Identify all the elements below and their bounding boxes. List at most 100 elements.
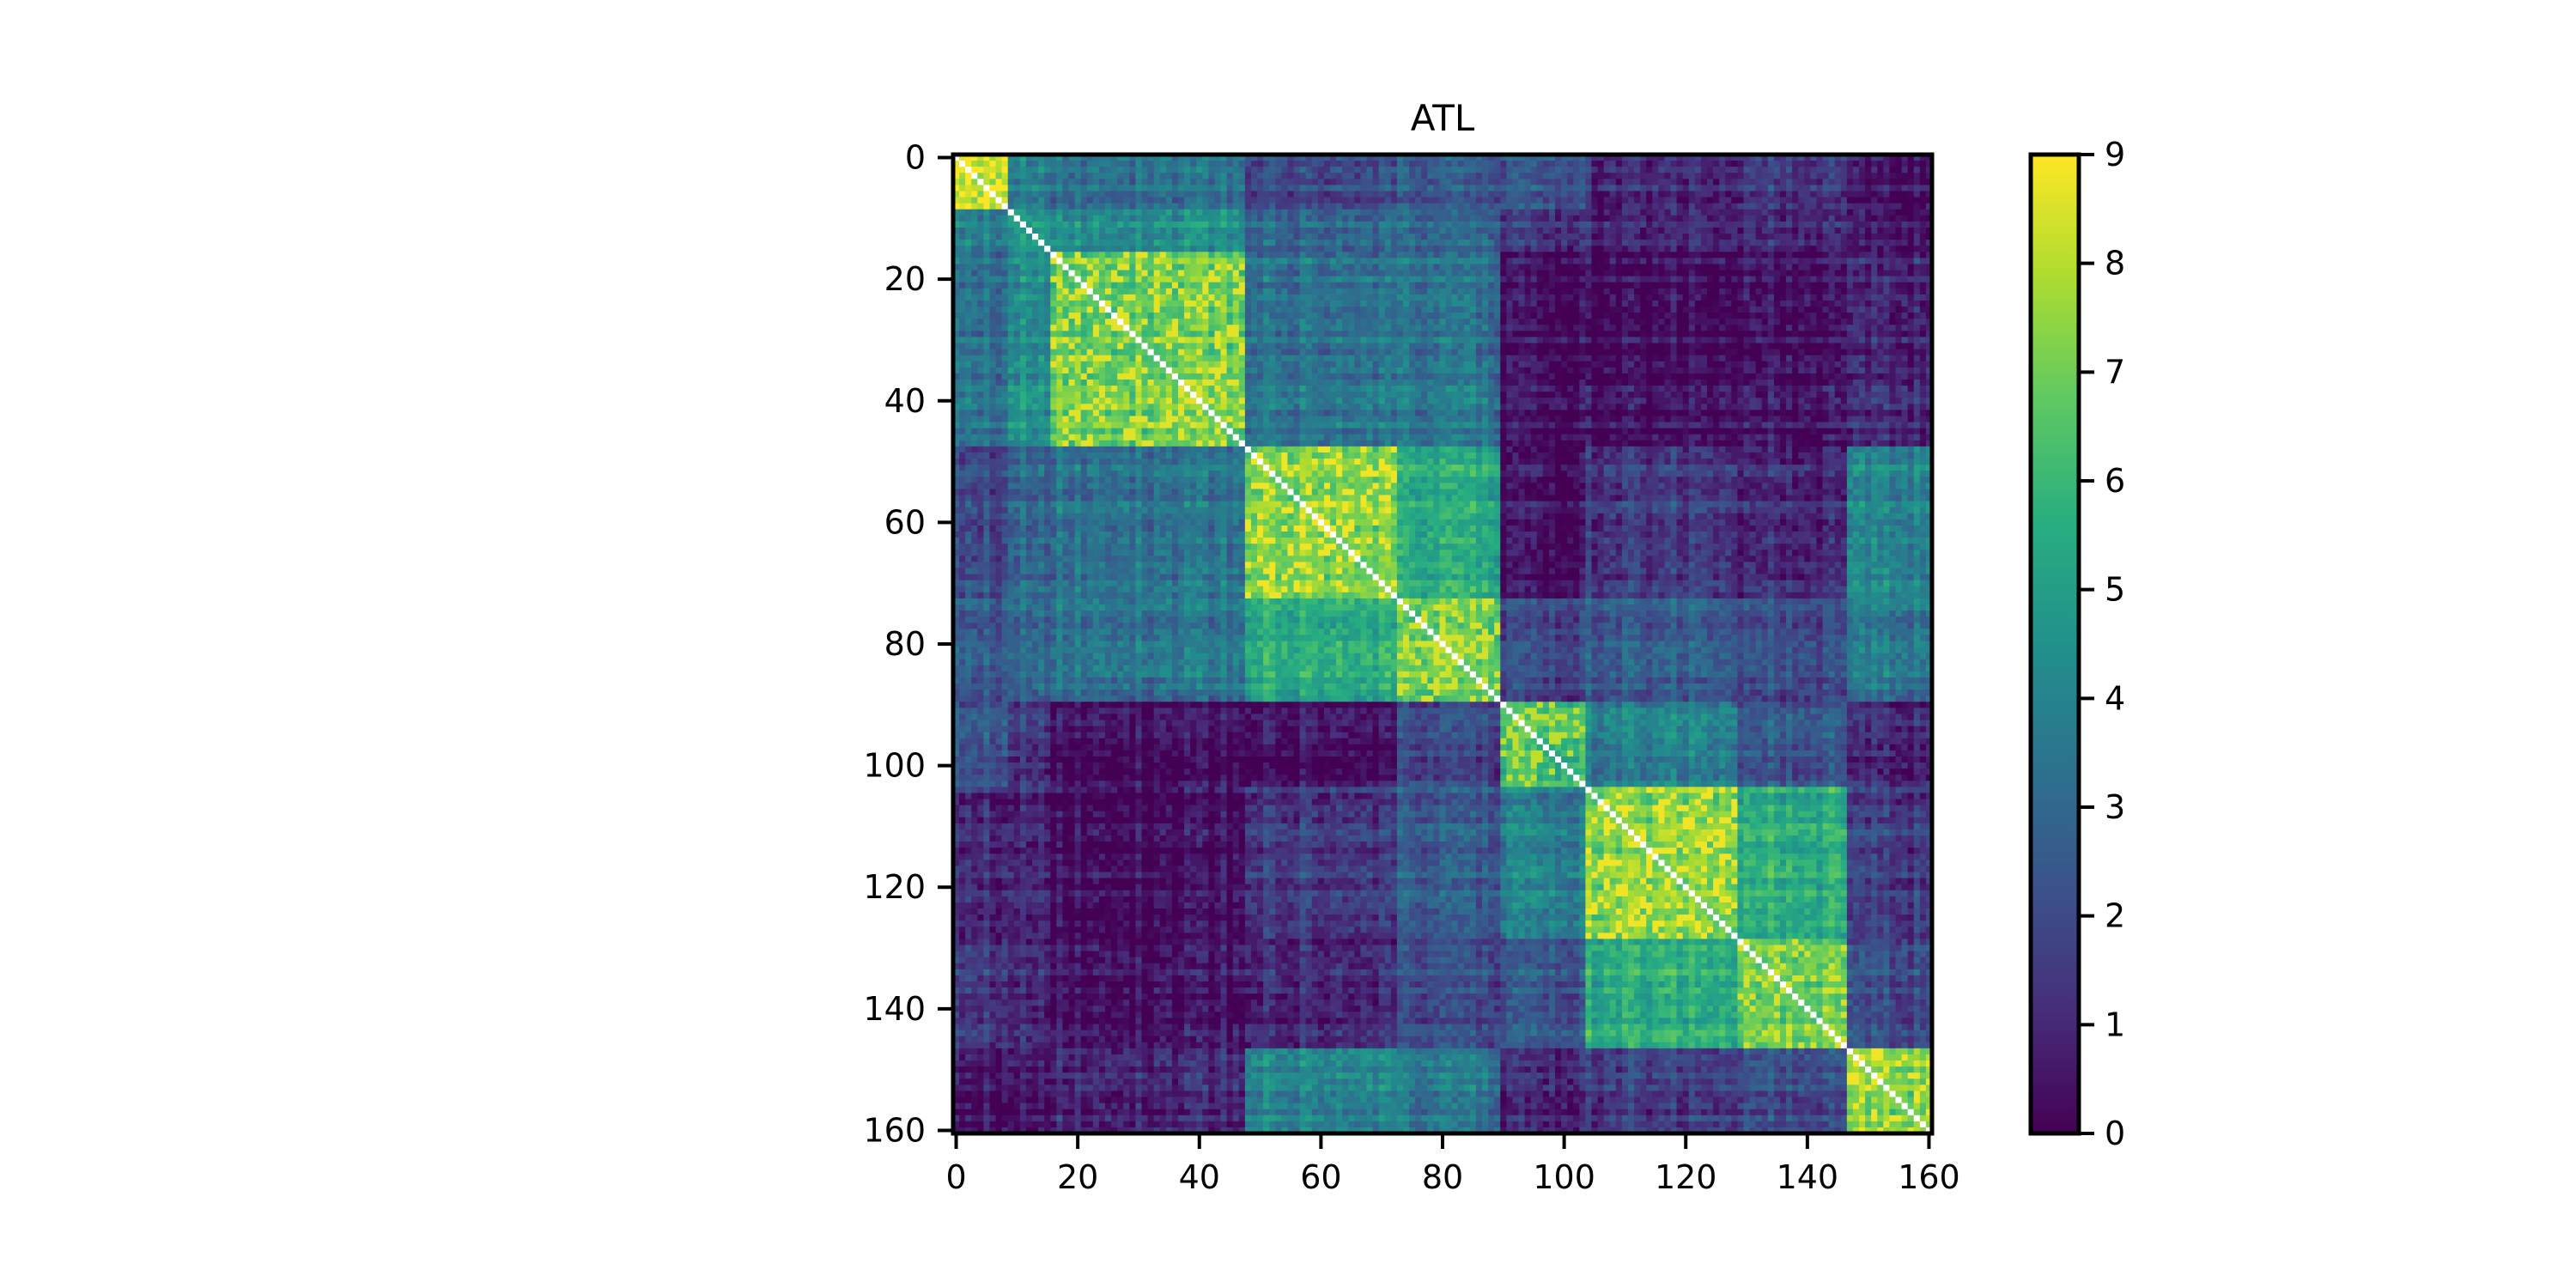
heatmap-cell — [1038, 750, 1044, 756]
heatmap-cell — [1853, 191, 1859, 197]
heatmap-cell — [1014, 1066, 1020, 1072]
heatmap-cell — [1014, 161, 1020, 167]
heatmap-cell — [1227, 197, 1233, 204]
heatmap-cell — [996, 325, 1002, 331]
heatmap-cell — [1014, 313, 1020, 319]
heatmap-cell — [1014, 848, 1020, 854]
heatmap-cell — [983, 920, 989, 927]
heatmap-cell — [1008, 823, 1014, 829]
heatmap-cell — [983, 854, 989, 860]
heatmap-cell — [1452, 179, 1458, 185]
heatmap-cell — [1306, 216, 1312, 222]
heatmap-cell — [1634, 204, 1640, 210]
heatmap-cell — [989, 732, 995, 738]
heatmap-cell — [1026, 349, 1032, 355]
heatmap-cell — [983, 884, 989, 890]
heatmap-cell — [1008, 671, 1014, 677]
heatmap-cell — [1634, 179, 1640, 185]
heatmap-cell — [1786, 173, 1792, 179]
heatmap-cell — [1050, 307, 1056, 313]
heatmap-cell — [1506, 240, 1512, 246]
heatmap-cell — [1500, 173, 1506, 179]
heatmap-cell — [959, 999, 965, 1005]
heatmap-cell — [1628, 197, 1634, 204]
heatmap-cell — [983, 1030, 989, 1036]
heatmap-cell — [1366, 161, 1372, 167]
heatmap-cell — [1549, 222, 1555, 228]
heatmap-cell — [1628, 161, 1634, 167]
heatmap-cell — [1725, 222, 1731, 228]
heatmap-cell — [996, 173, 1002, 179]
heatmap-cell — [1677, 161, 1683, 167]
heatmap-cell — [996, 981, 1002, 987]
heatmap-cell — [1561, 240, 1567, 246]
heatmap-cell — [1227, 216, 1233, 222]
heatmap-cell — [1044, 939, 1050, 945]
heatmap-cell — [1172, 210, 1178, 216]
heatmap-cell — [1561, 179, 1567, 185]
heatmap-cell — [983, 1036, 989, 1042]
heatmap-cell — [1044, 598, 1050, 605]
heatmap-cell — [1026, 781, 1032, 787]
heatmap-cell — [1142, 185, 1148, 191]
heatmap-cell — [1354, 252, 1360, 258]
heatmap-cell — [1263, 179, 1269, 185]
heatmap-cell — [1318, 222, 1324, 228]
heatmap-cell — [989, 787, 995, 793]
heatmap-cell — [996, 860, 1002, 866]
heatmap-cell — [1342, 240, 1348, 246]
heatmap-cell — [1634, 167, 1640, 173]
heatmap-cell — [1026, 343, 1032, 349]
heatmap-cell — [1914, 246, 1920, 252]
heatmap-cell — [1707, 197, 1713, 204]
heatmap-cell — [1020, 532, 1026, 538]
heatmap-cell — [983, 526, 989, 532]
heatmap-cell — [1105, 197, 1111, 204]
heatmap-cell — [1871, 246, 1877, 252]
heatmap-cell — [1014, 920, 1020, 927]
heatmap-cell — [1050, 501, 1056, 507]
heatmap-cell — [1050, 368, 1056, 374]
heatmap-cell — [959, 1084, 965, 1091]
heatmap-cell — [977, 453, 983, 459]
heatmap-cell — [1038, 811, 1044, 817]
heatmap-cell — [989, 677, 995, 683]
heatmap-cell — [1044, 185, 1050, 191]
heatmap-cell — [1026, 416, 1032, 422]
heatmap-cell — [989, 197, 995, 204]
heatmap-cell — [989, 337, 995, 343]
heatmap-cell — [1628, 204, 1634, 210]
heatmap-cell — [959, 696, 965, 702]
heatmap-cell — [959, 647, 965, 653]
heatmap-cell — [983, 1024, 989, 1030]
heatmap-cell — [989, 179, 995, 185]
heatmap-cell — [1725, 173, 1731, 179]
heatmap-cell — [1069, 246, 1075, 252]
heatmap-cell — [1433, 191, 1439, 197]
heatmap-cell — [1117, 252, 1123, 258]
heatmap-cell — [1525, 228, 1531, 234]
heatmap-cell — [1774, 234, 1780, 240]
heatmap-cell — [965, 519, 971, 526]
heatmap-cell — [1786, 179, 1792, 185]
heatmap-cell — [1038, 519, 1044, 526]
heatmap-cell — [965, 386, 971, 392]
heatmap-cell — [1196, 191, 1202, 197]
heatmap-cell — [1853, 185, 1859, 191]
heatmap-cell — [1069, 161, 1075, 167]
heatmap-cell — [1640, 222, 1646, 228]
heatmap-cell — [1214, 191, 1220, 197]
heatmap-cell — [1008, 1121, 1014, 1127]
heatmap-cell — [983, 307, 989, 313]
heatmap-cell — [1208, 185, 1214, 191]
heatmap-cell — [996, 185, 1002, 191]
heatmap-cell — [1178, 204, 1184, 210]
heatmap-cell — [977, 671, 983, 677]
heatmap-cell — [1786, 197, 1792, 204]
heatmap-cell — [1032, 1054, 1038, 1060]
heatmap-cell — [983, 653, 989, 659]
heatmap-cell — [1677, 222, 1683, 228]
heatmap-cell — [1579, 185, 1585, 191]
heatmap-cell — [1148, 179, 1154, 185]
heatmap-cell — [1227, 185, 1233, 191]
